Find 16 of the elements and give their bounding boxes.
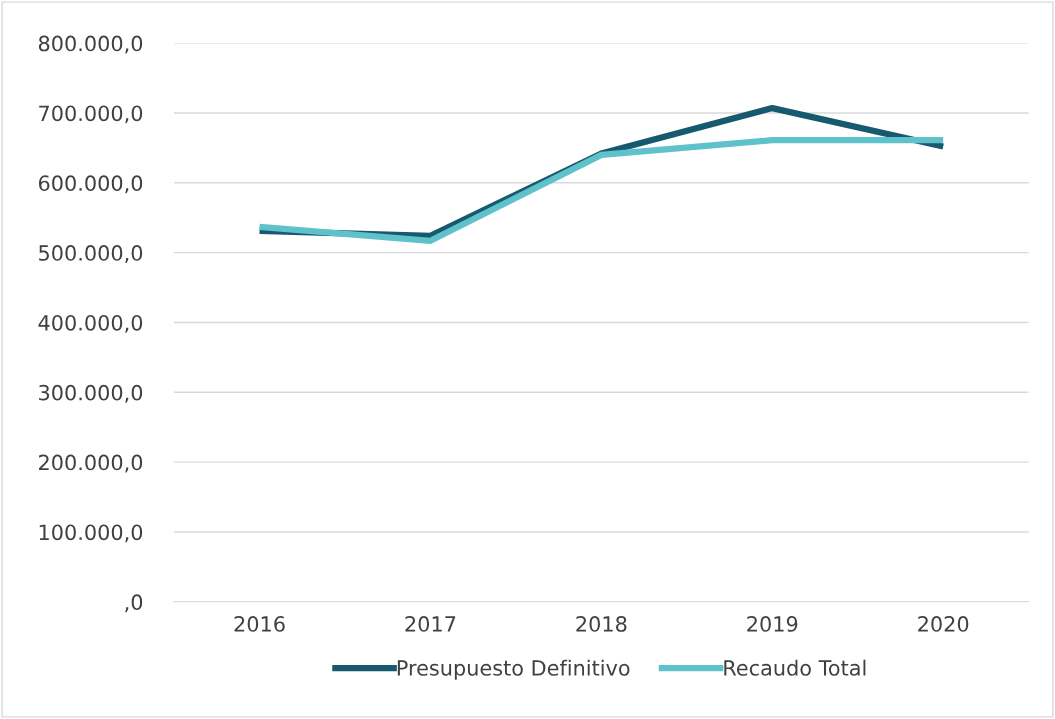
y-tick-label: 300.000,0: [39, 384, 143, 403]
y-tick-label: 500.000,0: [39, 245, 143, 263]
y-tick-label: 700.000,0: [39, 105, 143, 124]
y-tick-label: ,0: [125, 594, 143, 613]
y-tick-label: 100.000,0: [39, 524, 143, 543]
y-tick-label: 600.000,0: [38, 175, 143, 194]
y-tick-label: 400.000,0: [38, 314, 143, 333]
legend-label: Recaudo Total: [724, 659, 866, 676]
x-tick-label: 2016: [234, 616, 285, 632]
x-tick-label: 2017: [405, 616, 456, 632]
y-tick-label: 800.000,0: [38, 35, 143, 54]
x-tick-label: 2020: [918, 616, 969, 632]
x-tick-label: 2019: [747, 616, 798, 632]
x-tick-label: 2018: [576, 616, 627, 632]
legend-label: Presupuesto Definitivo: [397, 659, 630, 680]
y-tick-label: 200.000,0: [39, 454, 143, 473]
